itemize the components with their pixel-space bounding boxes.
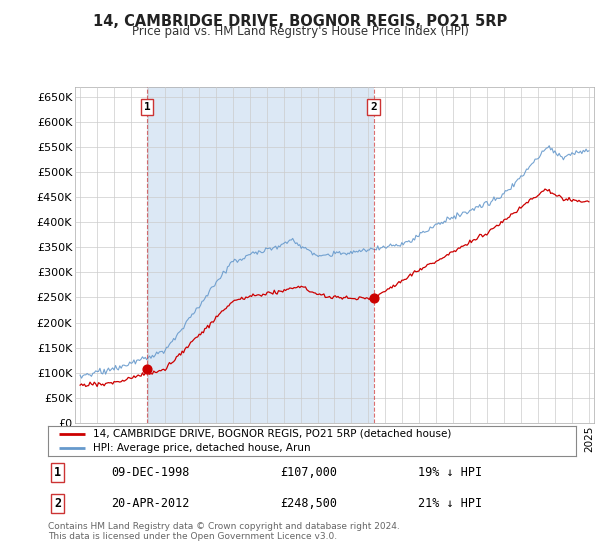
Text: 20-APR-2012: 20-APR-2012 bbox=[112, 497, 190, 510]
Text: HPI: Average price, detached house, Arun: HPI: Average price, detached house, Arun bbox=[93, 443, 311, 453]
Text: Contains HM Land Registry data © Crown copyright and database right 2024.
This d: Contains HM Land Registry data © Crown c… bbox=[48, 522, 400, 542]
Point bbox=[142, 365, 152, 374]
Point bbox=[369, 293, 379, 302]
Text: 19% ↓ HPI: 19% ↓ HPI bbox=[418, 465, 482, 479]
Text: £248,500: £248,500 bbox=[280, 497, 337, 510]
Text: 2: 2 bbox=[54, 497, 61, 510]
Text: £107,000: £107,000 bbox=[280, 465, 337, 479]
Text: 2: 2 bbox=[370, 102, 377, 112]
Text: 1: 1 bbox=[144, 102, 151, 112]
Text: 14, CAMBRIDGE DRIVE, BOGNOR REGIS, PO21 5RP (detached house): 14, CAMBRIDGE DRIVE, BOGNOR REGIS, PO21 … bbox=[93, 429, 451, 439]
Text: 09-DEC-1998: 09-DEC-1998 bbox=[112, 465, 190, 479]
Text: 1: 1 bbox=[54, 465, 61, 479]
Text: 21% ↓ HPI: 21% ↓ HPI bbox=[418, 497, 482, 510]
Text: Price paid vs. HM Land Registry's House Price Index (HPI): Price paid vs. HM Land Registry's House … bbox=[131, 25, 469, 38]
Bar bbox=[147, 87, 374, 423]
Text: 14, CAMBRIDGE DRIVE, BOGNOR REGIS, PO21 5RP: 14, CAMBRIDGE DRIVE, BOGNOR REGIS, PO21 … bbox=[93, 14, 507, 29]
